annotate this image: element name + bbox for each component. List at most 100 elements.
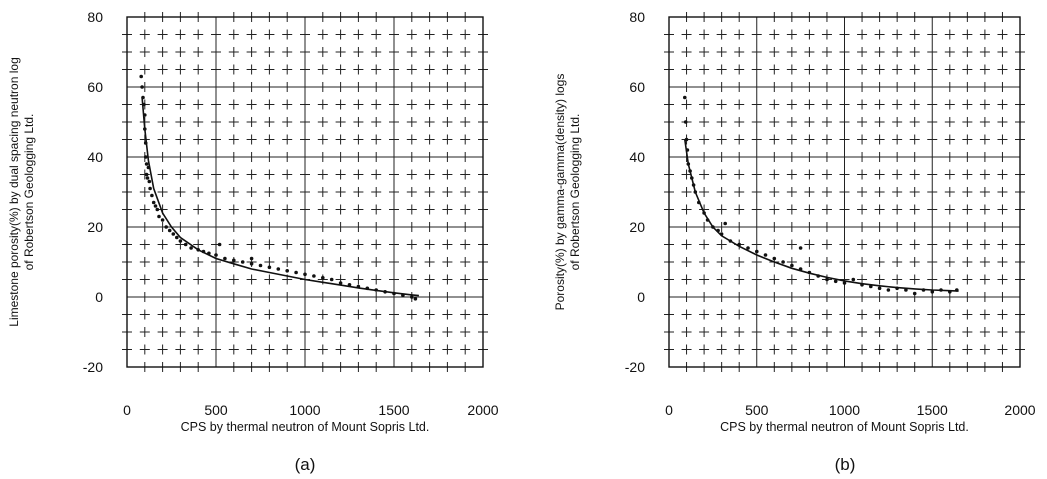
data-point	[930, 290, 935, 294]
data-point	[140, 85, 144, 89]
data-point	[842, 281, 847, 285]
fit-curve	[684, 139, 959, 292]
data-point	[178, 239, 183, 243]
data-point	[711, 225, 715, 229]
y-tick-label: 0	[95, 289, 103, 305]
fit-curve	[141, 97, 419, 297]
x-tick-label: 0	[123, 402, 131, 418]
plot-frame	[126, 16, 484, 368]
data-point	[183, 242, 188, 247]
scatter-panel-b: 0 500 1000 1500 2000 -20 0 20 40 60 80 CPS by therm…	[553, 9, 1036, 474]
x-tick-label: 500	[204, 402, 228, 418]
data-point	[338, 281, 343, 285]
data-point	[939, 288, 943, 292]
x-tick-label: 2000	[467, 402, 498, 418]
data-point	[160, 218, 165, 222]
data-point	[816, 274, 820, 278]
data-point	[728, 239, 733, 243]
plot-frame	[668, 16, 1021, 368]
data-point	[143, 155, 148, 159]
x-axis-label: CPS by thermal neutron of Mount Sopris L…	[720, 420, 969, 434]
data-point	[249, 256, 254, 261]
data-point	[716, 228, 720, 233]
data-point	[207, 251, 211, 256]
data-point	[693, 190, 698, 194]
data-point	[143, 113, 147, 117]
data-point	[737, 242, 741, 247]
y-axis-label-line: of Robertson Geologging Ltd.	[22, 114, 36, 271]
data-point	[223, 256, 227, 261]
x-tick-label: 1000	[289, 402, 320, 418]
data-point	[683, 120, 688, 124]
x-tick-label: 500	[745, 402, 769, 418]
data-points	[139, 74, 418, 301]
data-point	[904, 288, 908, 292]
data-point	[686, 162, 691, 166]
panel-label: (a)	[295, 455, 316, 474]
data-point	[851, 277, 856, 282]
y-tick-label: 40	[87, 149, 103, 165]
data-point	[781, 260, 785, 264]
data-point	[869, 284, 873, 289]
data-point	[921, 288, 926, 292]
data-points	[683, 95, 959, 296]
y-tick-label: 20	[629, 219, 645, 235]
data-point	[697, 200, 701, 205]
data-point	[232, 258, 236, 263]
x-tick-label: 1500	[378, 402, 409, 418]
data-point	[144, 172, 149, 177]
y-tick-label: -20	[83, 359, 103, 375]
data-point	[157, 214, 161, 219]
data-point	[150, 193, 154, 198]
data-point	[312, 274, 316, 278]
data-point	[139, 74, 143, 79]
data-point	[356, 284, 361, 289]
data-point	[145, 176, 150, 180]
y-axis-label-line: of Robertson Geologging Ltd.	[568, 114, 582, 271]
panel-label: (b)	[835, 455, 856, 474]
data-point	[347, 283, 352, 287]
data-point	[146, 165, 151, 170]
data-point	[886, 288, 891, 292]
data-point	[294, 270, 298, 275]
y-tick-label: 80	[87, 9, 103, 25]
data-point	[877, 286, 882, 291]
x-tick-label: 1000	[829, 402, 860, 418]
data-point	[214, 253, 218, 257]
data-point	[690, 176, 694, 180]
data-point	[798, 246, 803, 250]
data-point	[410, 295, 414, 299]
data-point	[702, 211, 706, 215]
data-point	[860, 283, 864, 287]
data-point	[688, 169, 692, 173]
y-tick-label: 40	[629, 149, 645, 165]
data-point	[798, 267, 803, 271]
data-point	[276, 267, 281, 271]
data-point	[763, 253, 768, 257]
minor-ticks	[664, 12, 1025, 372]
data-point	[151, 200, 156, 205]
data-point	[285, 269, 290, 273]
data-point	[144, 162, 149, 166]
y-tick-label: 0	[637, 289, 645, 305]
y-axis-label-line: Limestone porosity(%) by dual spacing ne…	[7, 57, 21, 326]
data-point	[683, 95, 687, 100]
data-point	[201, 249, 206, 254]
data-point	[365, 286, 370, 291]
data-point	[719, 232, 724, 236]
x-tick-label: 1500	[917, 402, 948, 418]
data-point	[691, 183, 696, 187]
data-point	[401, 293, 405, 298]
data-point	[790, 263, 794, 268]
y-axis-label-line: Porosity(%) by gamma-gamma(density) logs	[553, 74, 567, 311]
x-axis-label: CPS by thermal neutron of Mount Sopris L…	[181, 420, 430, 434]
data-point	[249, 262, 254, 266]
x-tick-label: 0	[665, 402, 673, 418]
data-point	[755, 249, 759, 254]
data-point	[374, 288, 379, 292]
data-point	[895, 286, 899, 291]
data-point	[141, 95, 145, 100]
data-point	[684, 137, 689, 142]
y-tick-label: 60	[87, 79, 103, 95]
